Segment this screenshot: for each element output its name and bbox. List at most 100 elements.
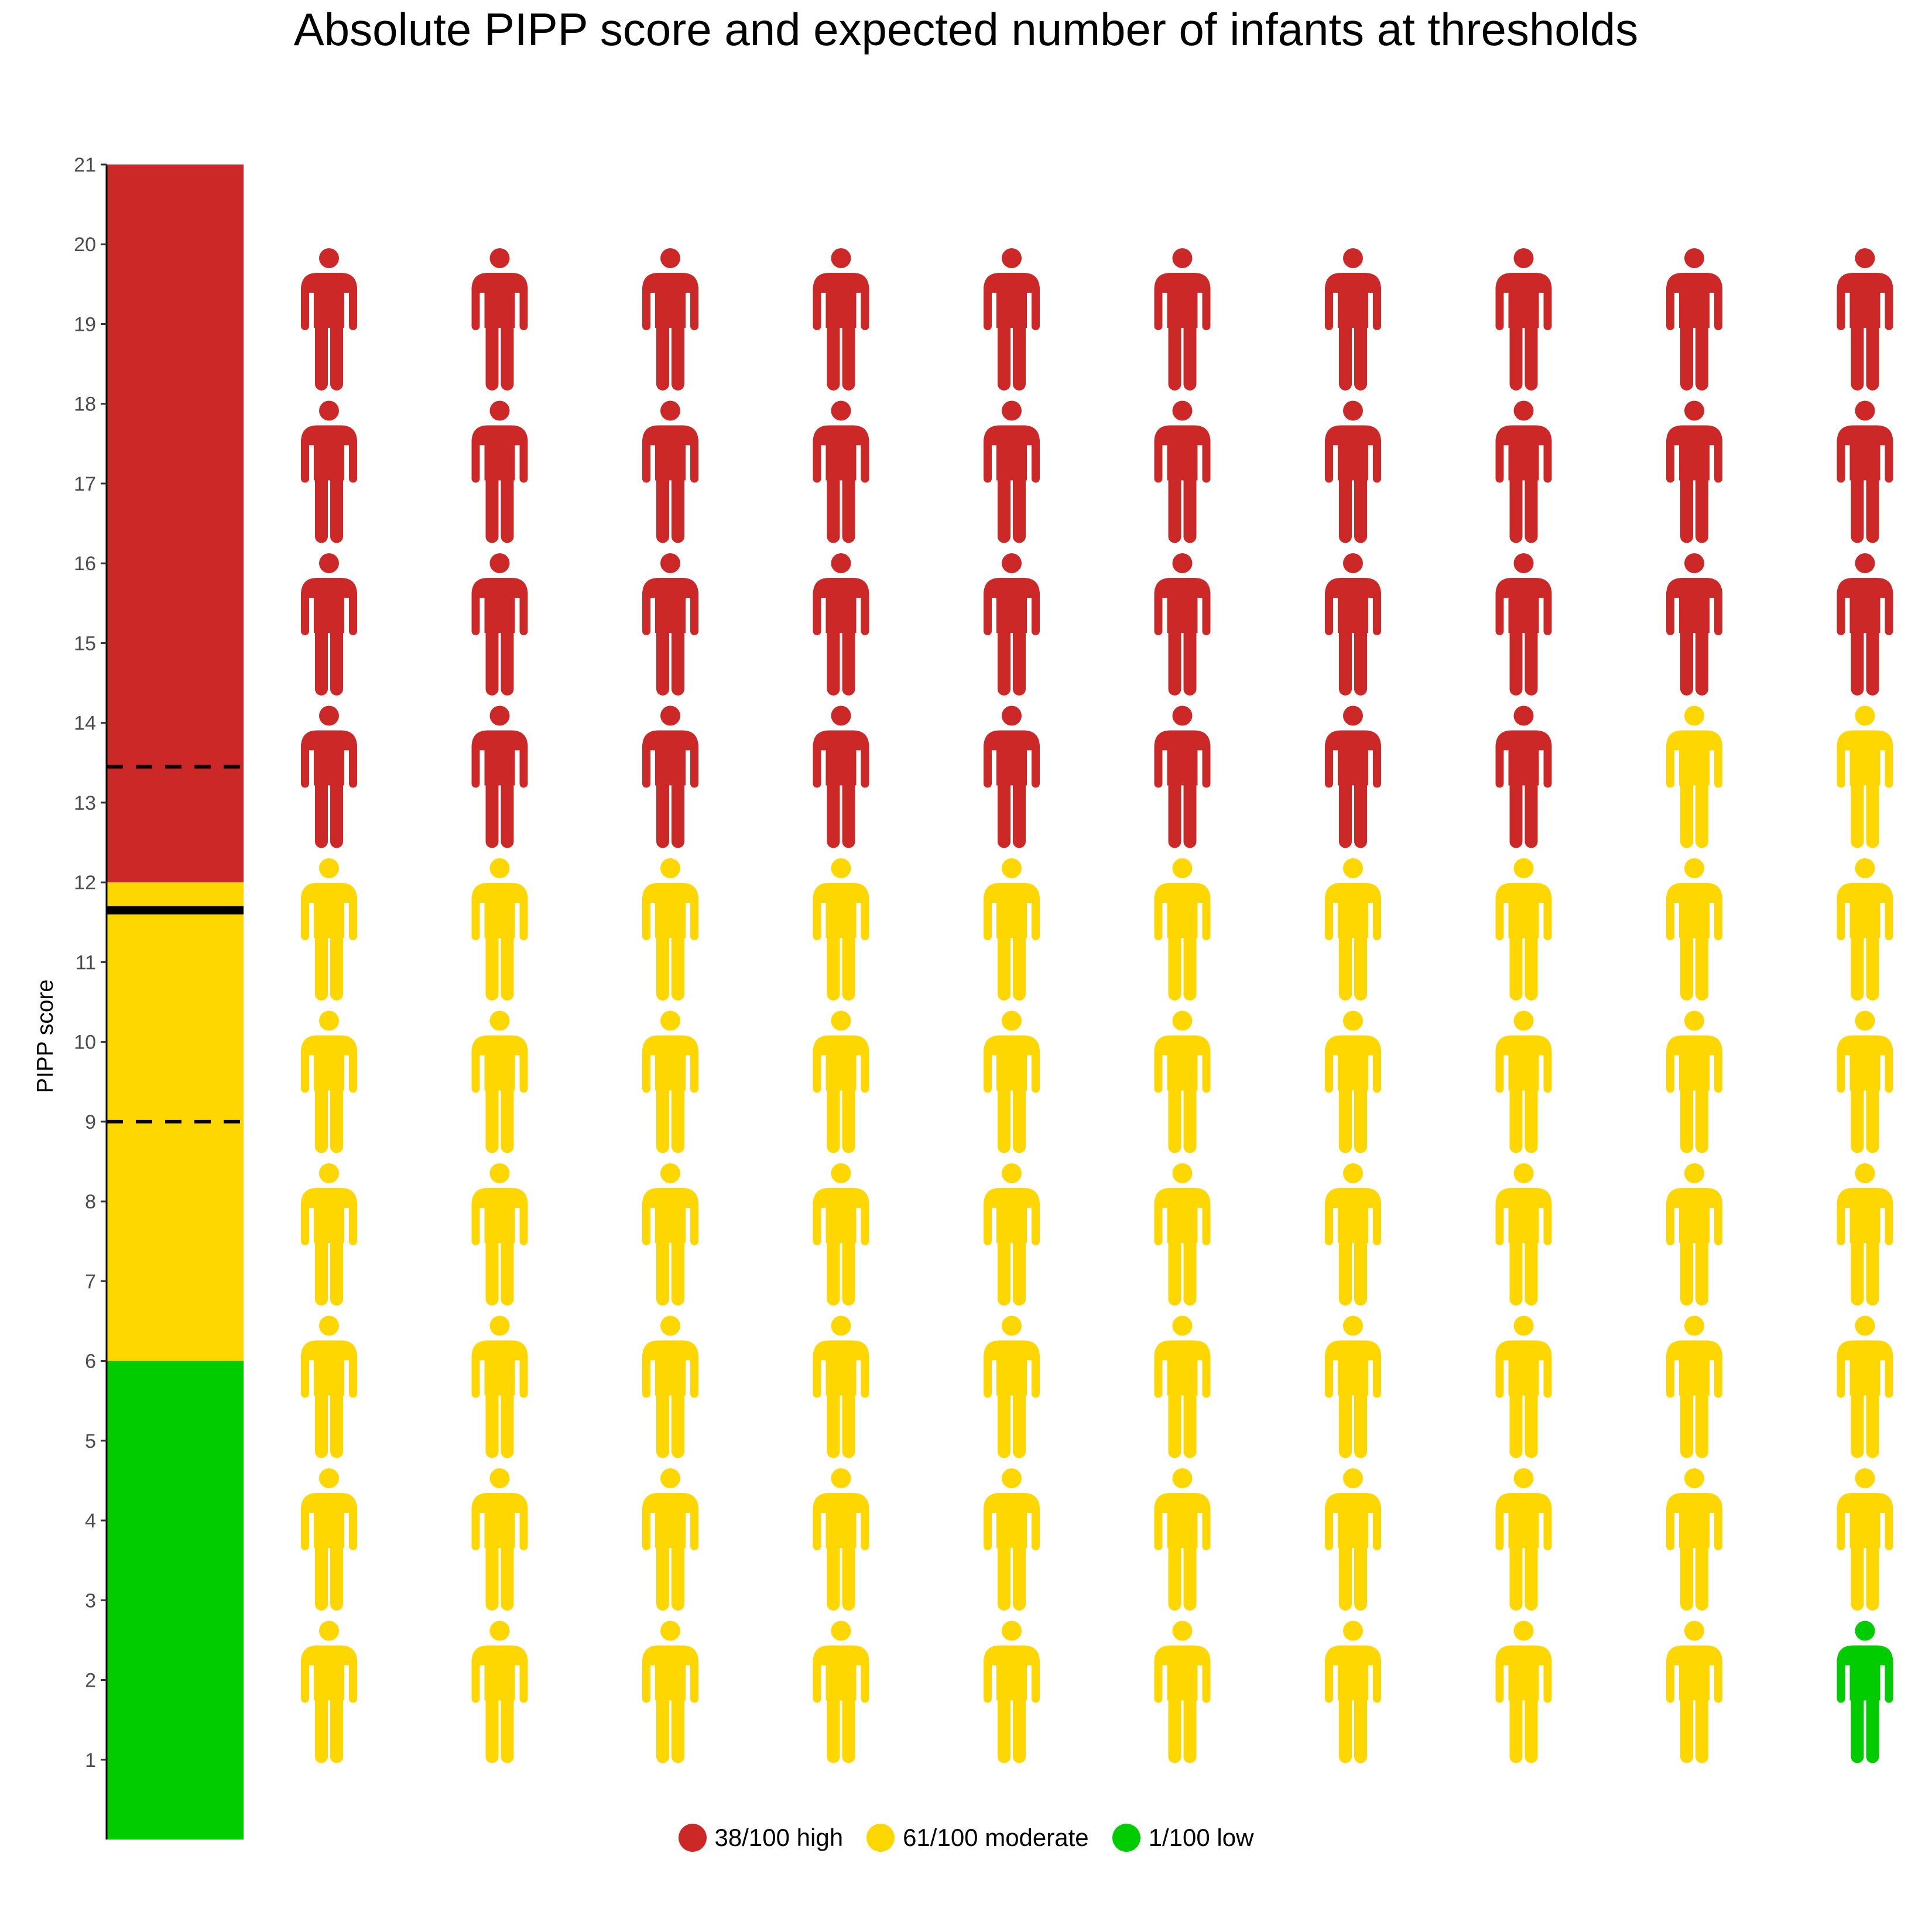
legend-item-moderate: 61/100 moderate: [866, 1824, 1089, 1852]
infant-icon: [301, 1316, 357, 1458]
infant-icon: [1666, 1163, 1722, 1306]
infant-icon: [1325, 400, 1381, 543]
infant-icon: [1837, 858, 1893, 1001]
infant-icon: [471, 400, 528, 543]
infant-icon: [984, 1621, 1040, 1763]
infant-icon: [1837, 1468, 1893, 1611]
y-tick-label-14: 14: [74, 712, 96, 735]
infant-icon: [301, 1468, 357, 1611]
infant-icon: [642, 858, 698, 1001]
threshold-layer: [107, 765, 244, 1123]
infant-icon: [1154, 705, 1211, 848]
infant-icon: [301, 858, 357, 1001]
infant-icon: [1154, 1316, 1211, 1458]
infant-icon: [1154, 248, 1211, 390]
infant-icon: [642, 400, 698, 543]
infant-icon: [471, 1163, 528, 1306]
y-tick-label-20: 20: [74, 234, 96, 256]
legend-swatch-low: [1112, 1824, 1140, 1852]
infant-icon: [813, 1621, 869, 1763]
infant-icon: [984, 705, 1040, 848]
infant-icon: [813, 248, 869, 390]
y-tick-label-17: 17: [74, 473, 96, 495]
infant-icon: [1154, 858, 1211, 1001]
infant-icon: [1666, 248, 1722, 390]
infant-icon: [1325, 1316, 1381, 1458]
infant-icon: [301, 248, 357, 390]
infant-icon: [642, 1010, 698, 1153]
infant-icon: [1325, 1621, 1381, 1763]
infant-icon: [1154, 400, 1211, 543]
infant-icon: [1325, 248, 1381, 390]
infant-icon: [984, 400, 1040, 543]
legend: 38/100 high 61/100 moderate 1/100 low: [0, 1824, 1932, 1852]
infant-icon: [642, 1621, 698, 1763]
infant-icon: [471, 1010, 528, 1153]
infant-icon: [1325, 1010, 1381, 1153]
infant-icon: [471, 248, 528, 390]
infant-icon: [984, 1468, 1040, 1611]
legend-swatch-moderate: [866, 1824, 895, 1852]
legend-label-moderate: 61/100 moderate: [903, 1824, 1089, 1851]
infant-icon: [642, 1163, 698, 1306]
legend-item-low: 1/100 low: [1112, 1824, 1254, 1852]
infant-icon: [1837, 705, 1893, 848]
infant-icon: [1666, 858, 1722, 1001]
y-tick-label-8: 8: [85, 1191, 96, 1213]
infant-icon: [1154, 553, 1211, 696]
chart-title: Absolute PIPP score and expected number …: [293, 4, 1639, 55]
infant-icon: [471, 553, 528, 696]
infant-icon: [1325, 858, 1381, 1001]
infant-icon: [1495, 400, 1552, 543]
infant-icon: [1154, 1010, 1211, 1153]
y-tick-label-13: 13: [74, 792, 96, 814]
infant-icon: [642, 1316, 698, 1458]
infant-icon: [1154, 1621, 1211, 1763]
legend-label-high: 38/100 high: [714, 1824, 844, 1851]
y-tick-label-5: 5: [85, 1430, 96, 1453]
infant-icon: [1154, 1468, 1211, 1611]
infant-icon: [642, 553, 698, 696]
legend-label-low: 1/100 low: [1148, 1824, 1254, 1851]
infant-icon: [1154, 1163, 1211, 1306]
infant-icon: [1325, 705, 1381, 848]
infant-icon: [471, 858, 528, 1001]
y-tick-label-4: 4: [85, 1510, 96, 1532]
infant-icon: [1666, 1621, 1722, 1763]
infant-icon: [1666, 553, 1722, 696]
score-band-low: [107, 1361, 244, 1839]
y-tick-label-7: 7: [85, 1270, 96, 1293]
y-tick-label-2: 2: [85, 1670, 96, 1692]
infant-icon: [984, 248, 1040, 390]
infant-icon-grid: [301, 248, 1893, 1763]
infant-icon: [1495, 1468, 1552, 1611]
infant-icon: [1325, 553, 1381, 696]
y-tick-label-11: 11: [76, 951, 96, 974]
infant-icon: [1325, 1468, 1381, 1611]
infant-icon: [984, 1010, 1040, 1153]
infant-icon: [813, 1316, 869, 1458]
infant-icon: [1495, 1163, 1552, 1306]
infant-icon: [301, 1163, 357, 1306]
infant-icon: [1837, 553, 1893, 696]
y-tick-label-1: 1: [85, 1749, 96, 1772]
infant-icon: [984, 1316, 1040, 1458]
infant-icon: [1666, 1316, 1722, 1458]
infant-icon: [813, 400, 869, 543]
infant-icon: [1666, 1010, 1722, 1153]
infant-icon: [1666, 705, 1722, 848]
infant-icon: [1495, 705, 1552, 848]
infant-icon: [1837, 248, 1893, 390]
infant-icon: [471, 1468, 528, 1611]
infant-icon: [984, 858, 1040, 1001]
infant-icon: [471, 1621, 528, 1763]
y-tick-label-12: 12: [74, 872, 96, 894]
infant-icon: [813, 553, 869, 696]
y-tick-label-6: 6: [85, 1351, 96, 1373]
infant-icon: [984, 1163, 1040, 1306]
infant-icon: [1495, 1010, 1552, 1153]
infant-icon: [813, 1163, 869, 1306]
score-band-high: [107, 165, 244, 883]
